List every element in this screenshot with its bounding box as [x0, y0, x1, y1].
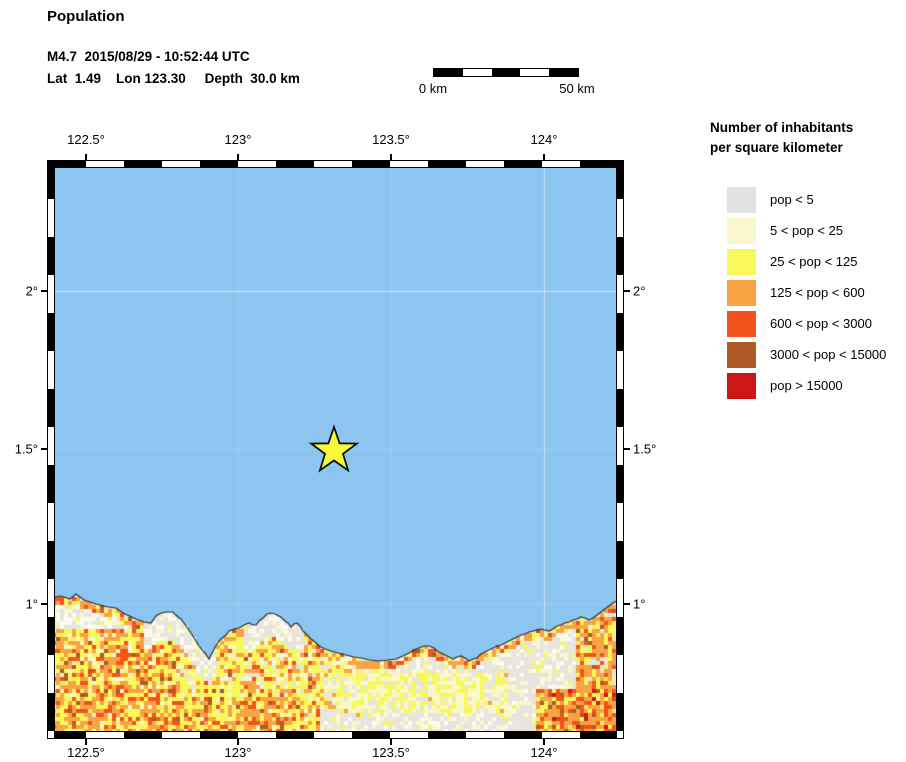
- lon-tick: [543, 154, 545, 161]
- lon-label: 122.5°: [67, 132, 105, 147]
- lon-tick: [85, 154, 87, 161]
- legend-swatch: [727, 186, 756, 213]
- population-legend: Number of inhabitants per square kilomet…: [710, 118, 906, 401]
- event-magnitude-time: M4.7 2015/08/29 - 10:52:44 UTC: [47, 49, 250, 64]
- scalebar-label-0km: 0 km: [418, 81, 448, 96]
- map-frame-right: [616, 161, 623, 738]
- legend-swatch: [727, 279, 756, 306]
- lon-label: 122.5°: [67, 745, 105, 760]
- legend-label: pop < 5: [770, 192, 814, 207]
- event-coordinates-depth: Lat 1.49 Lon 123.30 Depth 30.0 km: [47, 71, 300, 86]
- scalebar-segment-1: [462, 69, 492, 76]
- legend-row: 600 < pop < 3000: [727, 308, 906, 339]
- lat-tick: [623, 290, 630, 292]
- map-scalebar: [433, 68, 579, 77]
- lat-tick: [41, 448, 48, 450]
- lon-label: 123°: [224, 132, 252, 147]
- lon-tick: [390, 738, 392, 745]
- lon-label: 123°: [224, 745, 252, 760]
- legend-swatch: [727, 310, 756, 337]
- scalebar-label-50km: 50 km: [559, 81, 595, 96]
- page-title: Population: [47, 8, 125, 25]
- lon-label: 124°: [530, 745, 558, 760]
- legend-label: 3000 < pop < 15000: [770, 347, 887, 362]
- lat-label: 2°: [25, 283, 38, 299]
- legend-row: 5 < pop < 25: [727, 215, 906, 246]
- lat-label: 1.5°: [633, 441, 657, 457]
- scalebar-segment-3: [520, 69, 550, 76]
- lat-label: 1.5°: [14, 441, 38, 457]
- legend-row: 3000 < pop < 15000: [727, 339, 906, 370]
- legend-label: 125 < pop < 600: [770, 285, 865, 300]
- legend-row: 25 < pop < 125: [727, 246, 906, 277]
- legend-label: 600 < pop < 3000: [770, 316, 872, 331]
- legend-title-line1: Number of inhabitants: [710, 120, 854, 135]
- legend-row: pop > 15000: [727, 370, 906, 401]
- legend-label: 25 < pop < 125: [770, 254, 858, 269]
- legend-row: 125 < pop < 600: [727, 277, 906, 308]
- lon-tick: [390, 154, 392, 161]
- legend-swatch: [727, 217, 756, 244]
- scalebar-segment-4: [549, 69, 578, 76]
- lat-label: 2°: [633, 283, 646, 299]
- lat-label: 1°: [25, 596, 38, 612]
- legend-row: pop < 5: [727, 184, 906, 215]
- lat-tick: [41, 603, 48, 605]
- legend-swatch: [727, 341, 756, 368]
- lat-tick: [41, 290, 48, 292]
- lon-tick: [85, 738, 87, 745]
- legend-label: pop > 15000: [770, 378, 843, 393]
- lon-tick: [237, 154, 239, 161]
- scalebar-segment-2: [491, 69, 521, 76]
- legend-title-line2: per square kilometer: [710, 140, 843, 155]
- legend-swatch: [727, 372, 756, 399]
- map: 122.5° 122.5° 123° 123° 123.5° 123.5° 124° 124°…: [15, 132, 657, 760]
- lon-label: 124°: [530, 132, 558, 147]
- legend-label: 5 < pop < 25: [770, 223, 844, 238]
- lat-tick: [623, 603, 630, 605]
- legend-rows: pop < 5 5 < pop < 25 25 < pop < 125 125 < p…: [727, 184, 906, 401]
- scalebar-segment-0: [434, 69, 463, 76]
- lat-label: 1°: [633, 596, 646, 612]
- lon-tick: [543, 738, 545, 745]
- map-frame-left: [48, 161, 55, 738]
- lon-label: 123.5°: [372, 132, 410, 147]
- lon-label: 123.5°: [372, 745, 410, 760]
- map-frame-bottom: [48, 731, 623, 738]
- legend-swatch: [727, 248, 756, 275]
- lat-tick: [623, 448, 630, 450]
- lon-tick: [237, 738, 239, 745]
- epicenter-star-icon: [308, 424, 360, 473]
- map-frame-top: [48, 161, 623, 168]
